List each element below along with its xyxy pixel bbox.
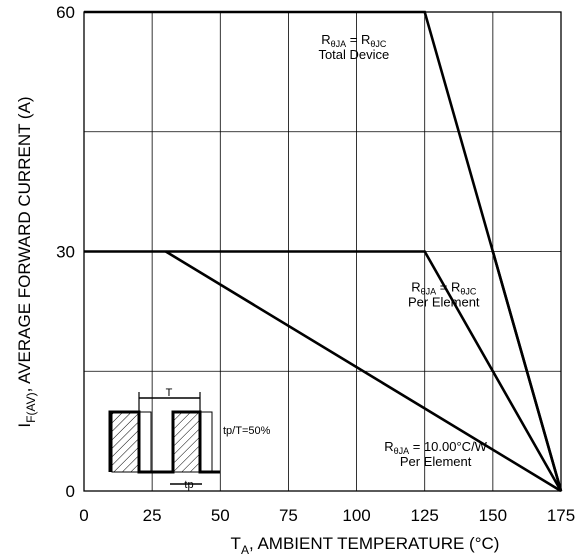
- x-tick-label: 25: [143, 506, 162, 525]
- tick-labels: 0 25 50 75 100 125 150 175 0 30 60: [56, 3, 575, 525]
- x-tick-label: 75: [279, 506, 298, 525]
- pulse-1: [111, 411, 140, 473]
- y-tick-label: 60: [56, 3, 75, 22]
- period-label: T: [166, 387, 173, 399]
- x-tick-label: 0: [79, 506, 88, 525]
- x-axis-label: TA, AMBIENT TEMPERATURE (°C): [231, 534, 500, 557]
- annotation-label: Per Element: [408, 294, 480, 309]
- series-line-2: [84, 250, 563, 492]
- pulse-gap-1: [138, 411, 152, 473]
- pulse-2: [172, 411, 201, 473]
- y-tick-label: 30: [56, 243, 75, 262]
- annotation-label: Total Device: [318, 47, 389, 62]
- series-lines: [84, 10, 563, 493]
- x-tick-label: 50: [211, 506, 230, 525]
- pulse-width-label: tp: [184, 479, 193, 491]
- annotation-label: Per Element: [400, 454, 472, 469]
- pulse-gap-2: [199, 411, 213, 473]
- duty-cycle-label: tp/T=50%: [223, 425, 271, 437]
- series-line-3: [491, 251, 563, 492]
- annotation-resistance: RθJA = RθJC: [321, 32, 387, 49]
- series-line-4: [165, 250, 562, 493]
- x-tick-label: 175: [547, 506, 575, 525]
- pulse-waveform: [108, 410, 220, 474]
- y-axis-label: IF(AV), AVERAGE FORWARD CURRENT (A): [15, 96, 38, 427]
- y-tick-label: 0: [66, 482, 75, 501]
- annotation-resistance: RθJA = RθJC: [411, 279, 477, 296]
- x-tick-label: 150: [479, 506, 507, 525]
- x-tick-label: 100: [342, 506, 370, 525]
- annotation-resistance: RθJA = 10.00°C/W: [384, 439, 487, 456]
- pulse-waveform-inset: Ttp tp/T=50%: [108, 387, 271, 491]
- x-tick-label: 125: [411, 506, 439, 525]
